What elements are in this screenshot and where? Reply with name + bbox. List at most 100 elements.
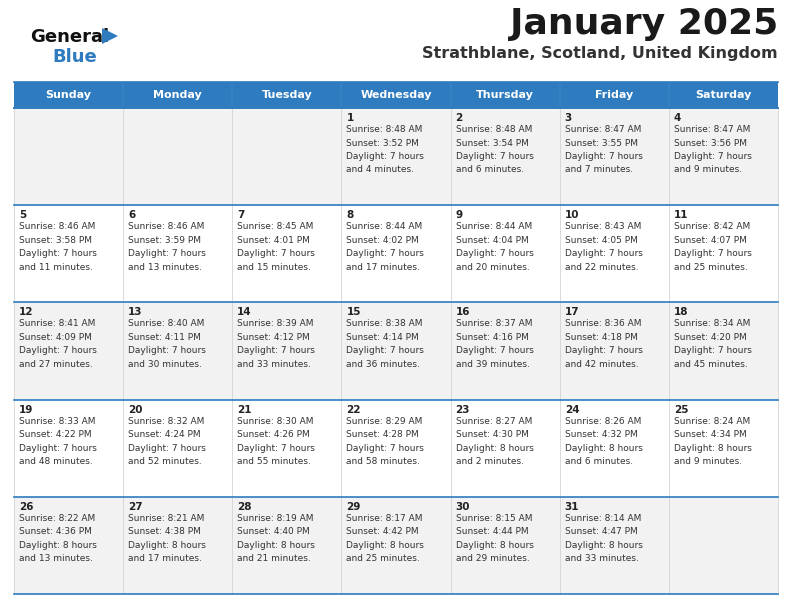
Text: Sunrise: 8:38 AM: Sunrise: 8:38 AM <box>346 319 423 329</box>
Bar <box>123 205 232 302</box>
Text: Daylight: 7 hours: Daylight: 7 hours <box>565 249 642 258</box>
Bar <box>669 497 778 594</box>
Text: Sunset: 4:09 PM: Sunset: 4:09 PM <box>19 333 92 342</box>
Text: and 48 minutes.: and 48 minutes. <box>19 457 93 466</box>
Bar <box>451 108 560 205</box>
Text: and 13 minutes.: and 13 minutes. <box>19 554 93 563</box>
Text: Daylight: 7 hours: Daylight: 7 hours <box>19 444 97 453</box>
Text: Sunrise: 8:26 AM: Sunrise: 8:26 AM <box>565 417 641 425</box>
Text: 4: 4 <box>674 113 681 123</box>
Text: Sunrise: 8:43 AM: Sunrise: 8:43 AM <box>565 222 641 231</box>
Bar <box>341 302 451 400</box>
Text: Sunset: 4:22 PM: Sunset: 4:22 PM <box>19 430 92 439</box>
Bar <box>232 82 341 108</box>
Text: 9: 9 <box>455 210 463 220</box>
Text: Sunrise: 8:32 AM: Sunrise: 8:32 AM <box>128 417 204 425</box>
Text: Sunrise: 8:33 AM: Sunrise: 8:33 AM <box>19 417 96 425</box>
Text: Friday: Friday <box>595 90 634 100</box>
Text: Sunset: 4:20 PM: Sunset: 4:20 PM <box>674 333 747 342</box>
Text: and 45 minutes.: and 45 minutes. <box>674 360 748 369</box>
Text: 18: 18 <box>674 307 688 318</box>
Text: Sunset: 4:38 PM: Sunset: 4:38 PM <box>128 528 201 536</box>
Text: 2: 2 <box>455 113 463 123</box>
Text: and 25 minutes.: and 25 minutes. <box>346 554 421 563</box>
Bar <box>669 400 778 497</box>
Text: 7: 7 <box>238 210 245 220</box>
Text: Sunset: 3:58 PM: Sunset: 3:58 PM <box>19 236 92 245</box>
Bar <box>560 205 669 302</box>
Text: Sunrise: 8:39 AM: Sunrise: 8:39 AM <box>238 319 314 329</box>
Text: and 15 minutes.: and 15 minutes. <box>238 263 311 272</box>
Bar <box>451 302 560 400</box>
Text: Sunset: 3:55 PM: Sunset: 3:55 PM <box>565 138 638 147</box>
Text: Sunday: Sunday <box>46 90 92 100</box>
Text: 26: 26 <box>19 502 33 512</box>
Text: Sunset: 3:52 PM: Sunset: 3:52 PM <box>346 138 419 147</box>
Bar <box>232 108 341 205</box>
Bar <box>232 400 341 497</box>
Polygon shape <box>102 28 118 44</box>
Text: Sunrise: 8:24 AM: Sunrise: 8:24 AM <box>674 417 750 425</box>
Text: and 55 minutes.: and 55 minutes. <box>238 457 311 466</box>
Bar <box>560 82 669 108</box>
Text: Sunset: 4:11 PM: Sunset: 4:11 PM <box>128 333 201 342</box>
Text: Sunset: 4:16 PM: Sunset: 4:16 PM <box>455 333 528 342</box>
Bar <box>669 82 778 108</box>
Bar <box>341 82 451 108</box>
Text: 31: 31 <box>565 502 579 512</box>
Text: Sunset: 4:42 PM: Sunset: 4:42 PM <box>346 528 419 536</box>
Text: Sunset: 4:05 PM: Sunset: 4:05 PM <box>565 236 638 245</box>
Text: Sunset: 4:28 PM: Sunset: 4:28 PM <box>346 430 419 439</box>
Text: Saturday: Saturday <box>695 90 752 100</box>
Text: Sunrise: 8:14 AM: Sunrise: 8:14 AM <box>565 514 641 523</box>
Bar <box>669 108 778 205</box>
Text: Daylight: 7 hours: Daylight: 7 hours <box>346 346 425 356</box>
Text: and 27 minutes.: and 27 minutes. <box>19 360 93 369</box>
Text: Daylight: 8 hours: Daylight: 8 hours <box>674 444 752 453</box>
Text: Daylight: 7 hours: Daylight: 7 hours <box>455 249 534 258</box>
Text: and 36 minutes.: and 36 minutes. <box>346 360 421 369</box>
Text: Daylight: 7 hours: Daylight: 7 hours <box>455 152 534 161</box>
Text: Sunrise: 8:46 AM: Sunrise: 8:46 AM <box>128 222 204 231</box>
Text: and 17 minutes.: and 17 minutes. <box>128 554 202 563</box>
Text: Sunset: 4:26 PM: Sunset: 4:26 PM <box>238 430 310 439</box>
Text: Sunset: 4:14 PM: Sunset: 4:14 PM <box>346 333 419 342</box>
Bar <box>341 205 451 302</box>
Bar <box>232 205 341 302</box>
Text: Sunrise: 8:17 AM: Sunrise: 8:17 AM <box>346 514 423 523</box>
Text: Daylight: 8 hours: Daylight: 8 hours <box>455 444 534 453</box>
Text: 12: 12 <box>19 307 33 318</box>
Text: Daylight: 7 hours: Daylight: 7 hours <box>565 152 642 161</box>
Text: Sunrise: 8:30 AM: Sunrise: 8:30 AM <box>238 417 314 425</box>
Text: 19: 19 <box>19 405 33 414</box>
Text: Sunset: 4:07 PM: Sunset: 4:07 PM <box>674 236 747 245</box>
Text: and 30 minutes.: and 30 minutes. <box>128 360 202 369</box>
Text: 29: 29 <box>346 502 361 512</box>
Bar <box>560 400 669 497</box>
Text: Sunrise: 8:42 AM: Sunrise: 8:42 AM <box>674 222 750 231</box>
Bar <box>341 400 451 497</box>
Bar <box>451 497 560 594</box>
Text: Sunrise: 8:41 AM: Sunrise: 8:41 AM <box>19 319 95 329</box>
Bar <box>560 302 669 400</box>
Text: Daylight: 8 hours: Daylight: 8 hours <box>565 444 642 453</box>
Bar <box>123 108 232 205</box>
Text: Sunset: 3:56 PM: Sunset: 3:56 PM <box>674 138 747 147</box>
Text: 11: 11 <box>674 210 688 220</box>
Text: and 9 minutes.: and 9 minutes. <box>674 457 742 466</box>
Text: and 17 minutes.: and 17 minutes. <box>346 263 421 272</box>
Text: Sunrise: 8:47 AM: Sunrise: 8:47 AM <box>565 125 641 134</box>
Text: Sunset: 4:32 PM: Sunset: 4:32 PM <box>565 430 638 439</box>
Text: Sunset: 4:44 PM: Sunset: 4:44 PM <box>455 528 528 536</box>
Text: Tuesday: Tuesday <box>261 90 312 100</box>
Text: and 42 minutes.: and 42 minutes. <box>565 360 638 369</box>
Text: Daylight: 7 hours: Daylight: 7 hours <box>674 152 752 161</box>
Text: Sunrise: 8:29 AM: Sunrise: 8:29 AM <box>346 417 423 425</box>
Text: Sunrise: 8:48 AM: Sunrise: 8:48 AM <box>346 125 423 134</box>
Bar <box>560 108 669 205</box>
Text: Daylight: 8 hours: Daylight: 8 hours <box>238 541 315 550</box>
Text: Daylight: 7 hours: Daylight: 7 hours <box>346 249 425 258</box>
Text: 25: 25 <box>674 405 688 414</box>
Bar <box>669 205 778 302</box>
Text: Sunrise: 8:34 AM: Sunrise: 8:34 AM <box>674 319 750 329</box>
